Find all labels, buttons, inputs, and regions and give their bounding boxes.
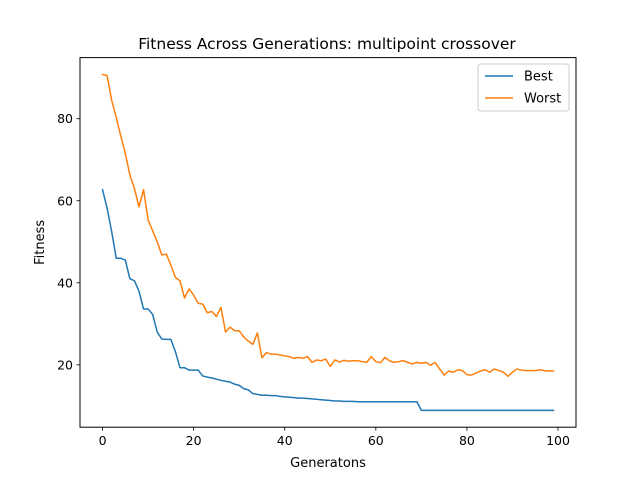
- series-line-best: [101, 188, 555, 412]
- x-axis-label: Generatons: [290, 456, 366, 471]
- x-tick-label: 60: [368, 433, 384, 448]
- y-axis-label: Fitness: [33, 220, 48, 265]
- y-tick-label: 80: [57, 111, 73, 126]
- x-tick-label: 40: [277, 433, 293, 448]
- plot-frame: [79, 57, 577, 428]
- legend-label-worst: Worst: [524, 92, 561, 107]
- legend: Best Worst: [477, 63, 570, 112]
- x-tick-label: 20: [186, 433, 202, 448]
- legend-label-best: Best: [524, 70, 553, 85]
- y-tick-label: 40: [57, 275, 73, 290]
- chart-title: Fitness Across Generations: multipoint c…: [138, 35, 516, 53]
- series-line-worst: [101, 73, 555, 378]
- x-tick-label: 0: [99, 433, 107, 448]
- x-tick-label: 100: [546, 433, 570, 448]
- y-tick-label: 20: [57, 357, 73, 372]
- y-tick-label: 60: [57, 193, 73, 208]
- x-tick-label: 80: [459, 433, 475, 448]
